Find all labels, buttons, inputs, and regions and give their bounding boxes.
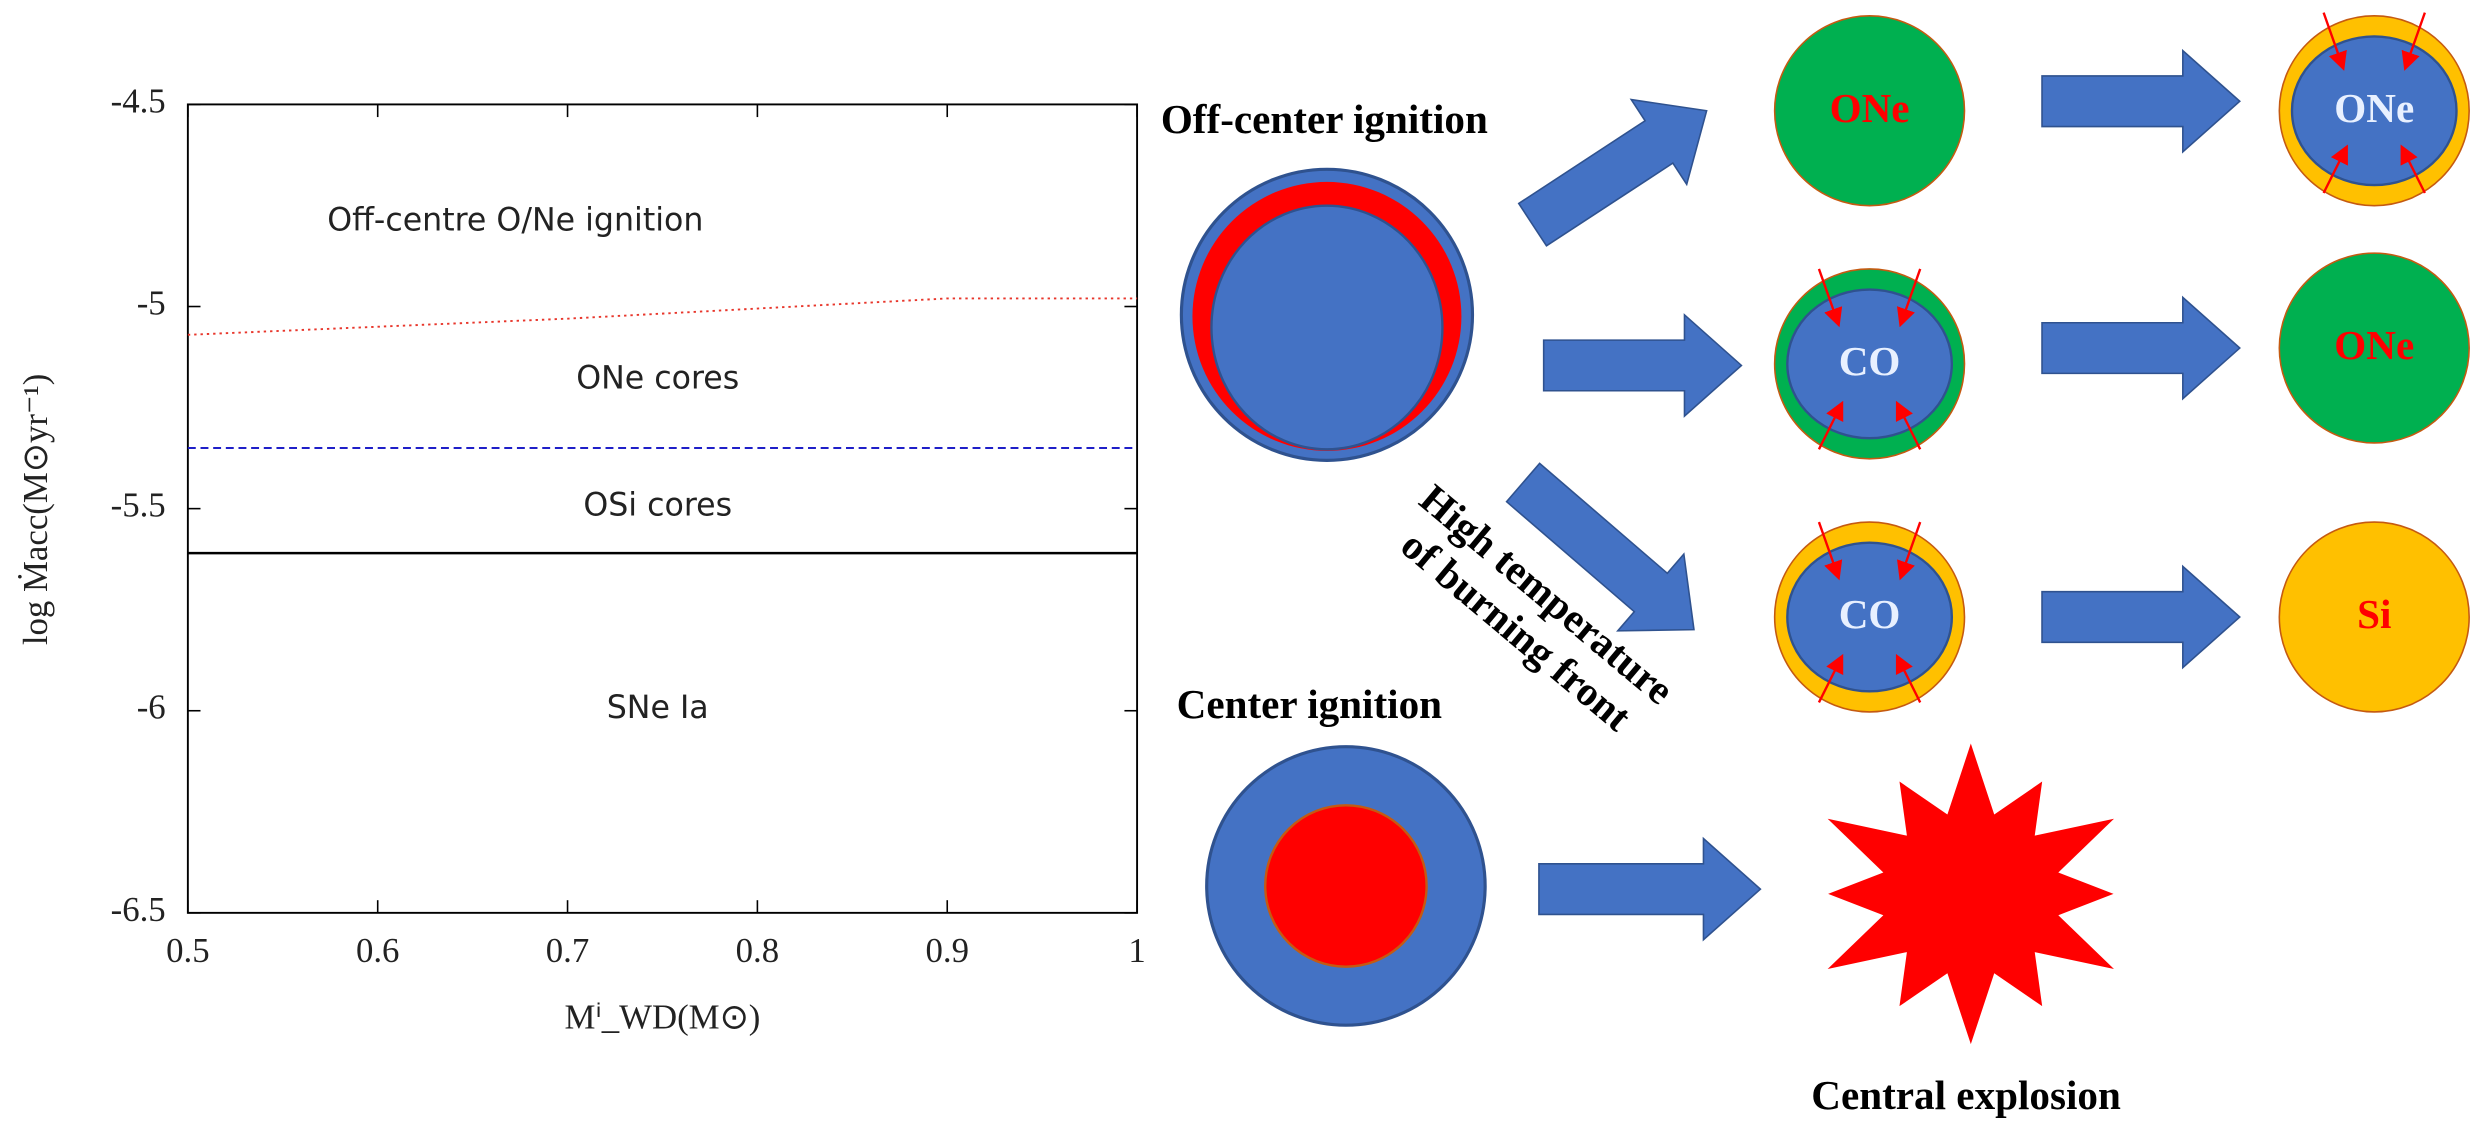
series-line — [188, 298, 1137, 334]
block-arrow — [1539, 838, 1760, 939]
wd-core — [1211, 206, 1442, 450]
center-label: Center ignition — [1177, 681, 1443, 727]
region-label: ONe cores — [576, 361, 739, 397]
off-center-label: Off-center ignition — [1161, 96, 1488, 142]
figure: 0.5 0.6 0.7 0.8 0.9 1 -4.5 -5 -5.5 -6 -6.5 Off-cent… — [0, 0, 2483, 1128]
core-label: ONe — [2334, 322, 2414, 368]
explosion — [1828, 744, 2114, 1045]
y-axis-label: log Ṁacc(M⊙yr⁻¹) — [16, 374, 55, 646]
y-tick-label: -4.5 — [111, 81, 166, 120]
core-label: ONe — [2334, 85, 2414, 131]
x-tick-label: 0.9 — [925, 931, 969, 970]
x-tick-label: 0.6 — [356, 931, 400, 970]
y-tick-label: -5.5 — [111, 486, 166, 525]
block-arrow — [2042, 297, 2240, 398]
x-tick-label: 0.7 — [546, 931, 590, 970]
core-label: Si — [2357, 591, 2391, 637]
chart: 0.5 0.6 0.7 0.8 0.9 1 -4.5 -5 -5.5 -6 -6.5 Off-cent… — [16, 81, 1146, 1036]
diagram: ONe ONe CO ONe CO Si Off-center ignition Cent… — [1161, 13, 2469, 1118]
block-arrow — [1544, 315, 1742, 416]
core-label: CO — [1839, 591, 1901, 637]
block-arrow — [2042, 51, 2240, 152]
core-label: CO — [1839, 338, 1901, 384]
region-label: SNe Ia — [607, 690, 709, 726]
core-label: ONe — [1830, 85, 1910, 131]
x-tick-label: 0.5 — [166, 931, 210, 970]
center-flame — [1265, 805, 1426, 966]
x-tick-label: 1 — [1128, 931, 1145, 970]
x-axis-label: Mⁱ_WD(M⊙) — [565, 997, 761, 1036]
block-arrow — [2042, 566, 2240, 667]
y-tick-label: -6.5 — [111, 890, 166, 929]
x-tick-label: 0.8 — [736, 931, 780, 970]
y-tick-label: -5 — [137, 284, 166, 323]
y-tick-label: -6 — [137, 688, 166, 727]
page: {"chart_data": {"type": "line", "x": [0.… — [0, 0, 2483, 1128]
explosion-label: Central explosion — [1811, 1072, 2121, 1118]
region-label: OSi cores — [583, 487, 732, 523]
block-arrow — [1519, 100, 1707, 246]
region-label: Off-centre O/Ne ignition — [327, 202, 703, 238]
